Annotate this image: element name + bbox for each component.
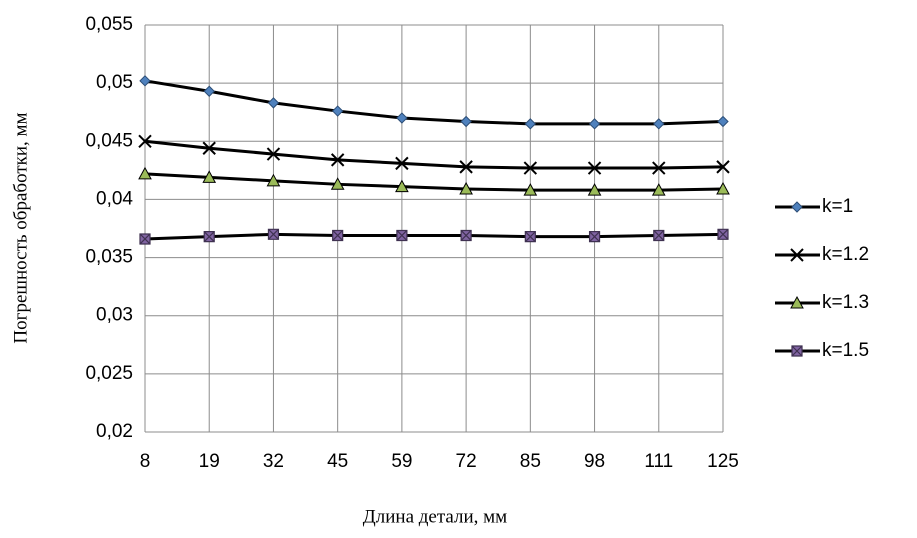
marker — [587, 161, 602, 175]
marker — [790, 248, 804, 262]
y-tick-label: 0,02 — [96, 421, 133, 442]
marker — [138, 166, 152, 180]
x-tick-label: 59 — [391, 451, 412, 472]
marker — [716, 160, 730, 174]
marker — [587, 183, 602, 196]
x-axis-title: Длина детали, мм — [363, 506, 507, 527]
marker — [203, 85, 215, 97]
marker — [523, 161, 538, 175]
series-line — [144, 79, 724, 126]
marker — [267, 97, 280, 109]
marker — [395, 156, 409, 171]
marker — [524, 118, 537, 130]
marker — [717, 228, 729, 240]
marker — [139, 233, 151, 245]
y-tick-label: 0,03 — [96, 305, 133, 326]
marker — [396, 229, 408, 242]
legend-label: k=1.2 — [822, 244, 869, 265]
y-tick-label: 0,035 — [85, 247, 133, 268]
marker — [330, 153, 345, 167]
y-tick-label: 0,055 — [85, 14, 133, 35]
marker — [588, 231, 601, 243]
series-line — [144, 232, 724, 241]
marker — [395, 179, 409, 193]
marker — [459, 160, 473, 174]
marker — [791, 201, 803, 213]
y-tick-label: 0,025 — [85, 363, 133, 384]
marker — [139, 75, 151, 87]
marker — [653, 118, 665, 130]
marker — [203, 231, 215, 243]
x-tick-label: 72 — [456, 451, 477, 472]
marker — [651, 183, 666, 196]
marker — [138, 134, 152, 148]
x-tick-label: 32 — [263, 451, 284, 472]
marker — [267, 228, 280, 240]
marker — [332, 229, 344, 242]
marker — [330, 177, 345, 190]
legend-label: k=1.5 — [822, 340, 869, 361]
marker — [266, 147, 281, 161]
x-tick-label: 8 — [140, 451, 151, 472]
marker — [460, 115, 472, 128]
marker — [791, 345, 803, 357]
marker — [459, 181, 473, 195]
marker — [716, 181, 730, 195]
marker — [790, 295, 804, 309]
marker — [460, 229, 472, 242]
x-tick-label: 19 — [199, 451, 220, 472]
y-tick-label: 0,04 — [96, 188, 133, 209]
y-tick-label: 0,05 — [96, 72, 133, 93]
marker — [266, 173, 281, 187]
marker — [653, 229, 665, 242]
legend-label: k=1.3 — [822, 292, 869, 313]
x-tick-label: 45 — [327, 451, 348, 472]
marker — [652, 161, 666, 175]
marker — [331, 105, 344, 117]
marker — [717, 115, 729, 128]
marker — [524, 231, 536, 243]
marker — [588, 118, 601, 130]
x-tick-label: 98 — [584, 451, 605, 472]
marker — [202, 170, 217, 183]
series-line — [144, 139, 724, 170]
y-tick-label: 0,045 — [85, 130, 133, 151]
marker — [523, 183, 538, 196]
x-tick-label: 125 — [707, 451, 739, 472]
x-tick-label: 111 — [644, 451, 673, 472]
legend-label: k=1 — [822, 196, 853, 217]
series-line — [144, 172, 724, 192]
marker — [396, 112, 408, 124]
y-axis-title: Погрешность обработки, мм — [10, 112, 31, 343]
x-tick-label: 85 — [520, 451, 541, 472]
marker — [202, 141, 216, 155]
